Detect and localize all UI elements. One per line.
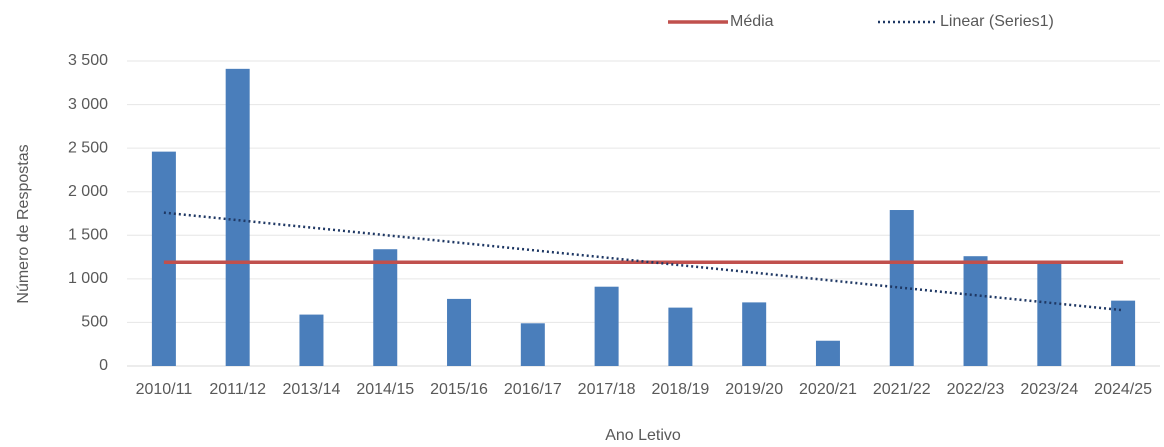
x-tick-label: 2024/25 — [1094, 381, 1152, 398]
y-tick-label: 1 500 — [68, 227, 108, 244]
bar — [963, 256, 988, 366]
x-tick-label: 2013/14 — [283, 381, 341, 398]
y-tick-label: 2 500 — [68, 139, 108, 156]
x-axis-title: Ano Letivo — [605, 427, 681, 444]
x-tick-label: 2019/20 — [725, 381, 783, 398]
y-tick-label: 500 — [81, 314, 108, 331]
bar — [594, 286, 619, 366]
bar — [668, 307, 693, 366]
bar — [299, 314, 324, 366]
legend-label: Média — [730, 13, 774, 30]
bar — [1111, 300, 1136, 366]
x-tick-label: 2010/11 — [136, 381, 193, 398]
x-tick-label: 2018/19 — [651, 381, 709, 398]
x-tick-label: 2016/17 — [504, 381, 562, 398]
y-tick-label: 1 000 — [68, 270, 108, 287]
y-tick-label: 3 000 — [68, 96, 108, 113]
x-tick-label: 2021/22 — [873, 381, 931, 398]
bar — [1037, 261, 1062, 366]
y-axis-title: Número de Respostas — [15, 144, 32, 303]
legend-label: Linear (Series1) — [940, 13, 1054, 30]
x-tick-label: 2011/12 — [209, 381, 266, 398]
bar — [742, 302, 767, 366]
bar — [520, 323, 545, 366]
x-tick-label: 2020/21 — [799, 381, 857, 398]
bar — [151, 151, 176, 366]
bar — [225, 68, 250, 366]
x-tick-label: 2023/24 — [1020, 381, 1078, 398]
x-tick-label: 2022/23 — [947, 381, 1005, 398]
bar — [447, 298, 472, 366]
bar — [815, 340, 840, 366]
x-tick-label: 2014/15 — [356, 381, 414, 398]
y-tick-label: 2 000 — [68, 183, 108, 200]
line — [163, 211, 1124, 312]
x-tick-label: 2015/16 — [430, 381, 488, 398]
y-tick-label: 3 500 — [68, 52, 108, 69]
bar — [373, 249, 398, 366]
y-tick-label: 0 — [99, 357, 108, 374]
x-tick-label: 2017/18 — [578, 381, 636, 398]
